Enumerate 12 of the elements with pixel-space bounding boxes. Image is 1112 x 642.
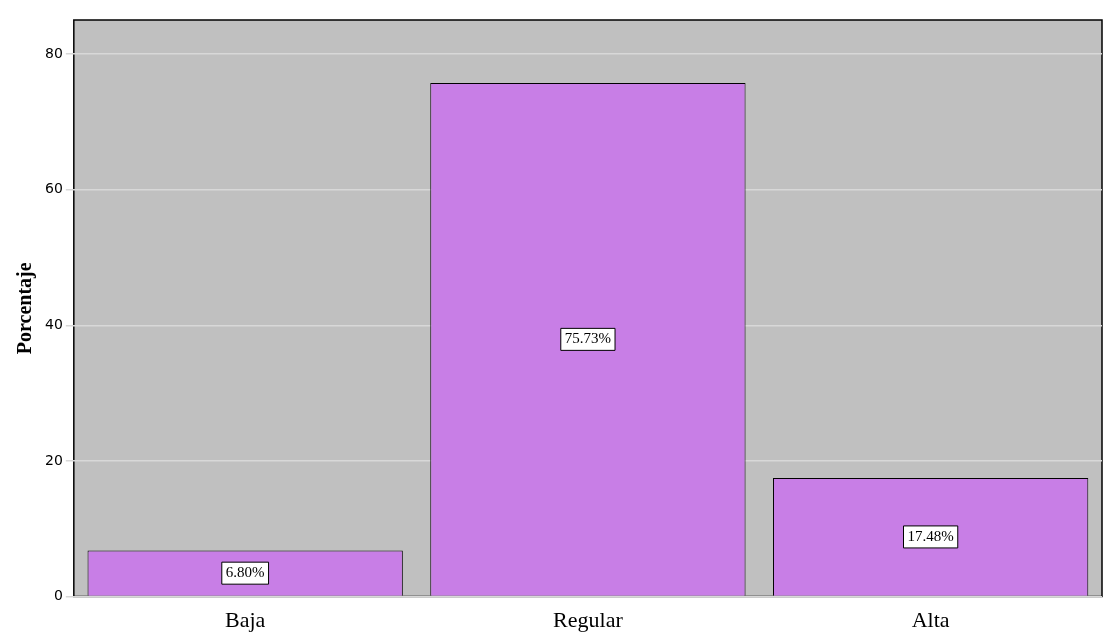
y-tick-label: 80: [44, 44, 63, 61]
x-tick-label: Regular: [553, 606, 624, 632]
data-label: 75.73%: [564, 330, 612, 347]
data-label: 6.80%: [225, 564, 265, 581]
x-tick-label: Baja: [225, 606, 266, 632]
y-tick-label: 0: [53, 587, 63, 604]
y-tick-label: 40: [44, 315, 63, 332]
data-label: 17.48%: [907, 527, 954, 544]
y-axis-title: Porcentaje: [13, 262, 37, 355]
x-tick-label: Alta: [911, 606, 950, 632]
y-tick-label: 20: [44, 451, 63, 468]
y-tick-label: 60: [44, 180, 63, 197]
